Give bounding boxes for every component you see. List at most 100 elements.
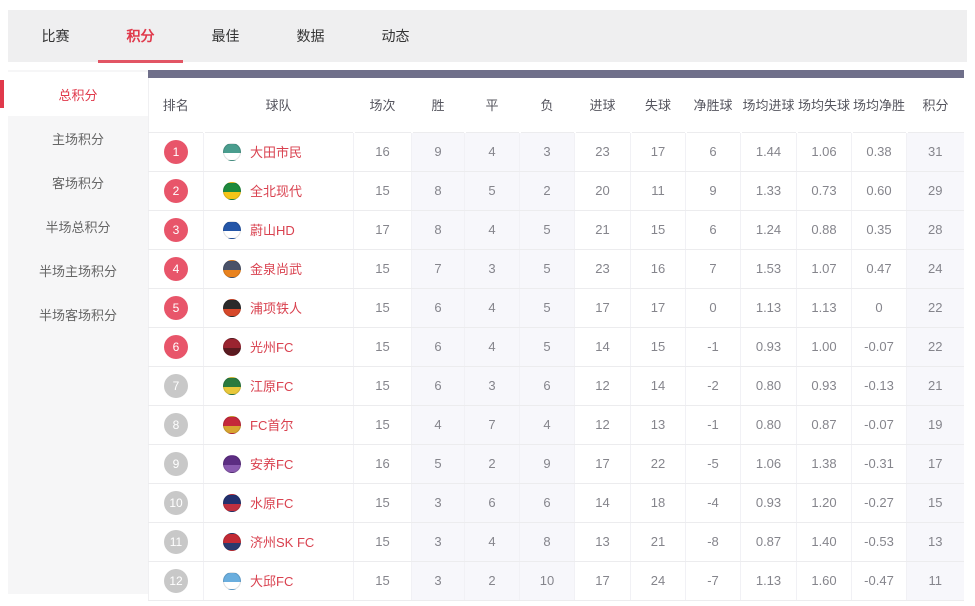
- stat-cell: 15: [353, 366, 412, 406]
- stat-cell: 8: [411, 210, 465, 250]
- stat-cell: 17: [574, 444, 631, 484]
- table-row[interactable]: 8 FC首尔 15 4 7 4 12 13 -1 0.80 0.87 -0.07 19: [148, 405, 964, 445]
- sidebar-item-5[interactable]: 半场主场积分: [8, 248, 148, 292]
- nav-tab-5[interactable]: 动态: [353, 10, 438, 62]
- team-name-link[interactable]: 金泉尚武: [250, 262, 303, 277]
- stat-cell: -0.31: [851, 444, 907, 484]
- stat-cell: 6: [411, 327, 465, 367]
- rank-badge: 3: [164, 217, 188, 242]
- jeonbuk-hyundai-crest: [223, 181, 241, 200]
- table-row[interactable]: 7 江原FC 15 6 3 6 12 14 -2 0.80 0.93 -0.13 21: [148, 366, 964, 406]
- team-name-link[interactable]: 光州FC: [250, 340, 294, 355]
- stat-cell: 9: [519, 444, 575, 484]
- stat-cell: 4: [464, 132, 520, 172]
- sidebar: 总积分 主场积分 客场积分 半场总积分 半场主场积分 半场客场积分: [0, 70, 148, 594]
- sidebar-item-label: 半场客场积分: [38, 307, 117, 323]
- nav-tab-label: 动态: [381, 28, 410, 44]
- column-header-8: 失球: [629, 70, 686, 133]
- active-item-indicator-bar: [0, 80, 4, 108]
- fc-seoul-crest: [223, 415, 241, 434]
- stat-cell: 23: [574, 249, 631, 289]
- table-row[interactable]: 11 济州SK FC 15 3 4 8 13 21 -8 0.87 1.40 -0.53 13: [148, 522, 964, 562]
- rank-cell: 7: [148, 366, 204, 406]
- stat-cell: -1: [685, 327, 741, 367]
- rank-badge: 5: [164, 295, 188, 320]
- team-name-link[interactable]: FC首尔: [250, 418, 294, 433]
- team-name-link[interactable]: 全北现代: [250, 184, 303, 199]
- nav-tab-label: 最佳: [211, 28, 240, 44]
- stat-cell: 3: [464, 249, 520, 289]
- team-cell: 大邱FC: [203, 561, 354, 601]
- stat-cell: 1.20: [796, 483, 852, 523]
- stat-cell: 0.47: [851, 249, 907, 289]
- stat-cell: 15: [353, 249, 412, 289]
- stat-cell: 15: [630, 210, 686, 250]
- stat-cell: 5: [411, 444, 465, 484]
- team-name-link[interactable]: 江原FC: [250, 379, 294, 394]
- table-row[interactable]: 12 大邱FC 15 3 2 10 17 24 -7 1.13 1.60 -0.47 11: [148, 561, 964, 601]
- nav-tab-4[interactable]: 数据: [268, 10, 353, 62]
- column-header-2: 球队: [202, 70, 354, 133]
- table-row[interactable]: 6 光州FC 15 6 4 5 14 15 -1 0.93 1.00 -0.07 22: [148, 327, 964, 367]
- stat-cell: 5: [519, 288, 575, 328]
- table-row[interactable]: 4 金泉尚武 15 7 3 5 23 16 7 1.53 1.07 0.47 24: [148, 249, 964, 289]
- table-row[interactable]: 3 蔚山HD 17 8 4 5 21 15 6 1.24 0.88 0.35 28: [148, 210, 964, 250]
- column-header-13: 积分: [905, 70, 964, 133]
- stat-cell: 15: [353, 405, 412, 445]
- stat-cell: -1: [685, 405, 741, 445]
- team-name-link[interactable]: 蔚山HD: [250, 223, 295, 238]
- table-row[interactable]: 9 安养FC 16 5 2 9 17 22 -5 1.06 1.38 -0.31 17: [148, 444, 964, 484]
- stat-cell: 24: [906, 249, 964, 289]
- stat-cell: 1.13: [740, 561, 797, 601]
- sidebar-item-3[interactable]: 客场积分: [8, 160, 148, 204]
- team-name-link[interactable]: 济州SK FC: [250, 535, 315, 550]
- stat-cell: 0.87: [740, 522, 797, 562]
- stat-cell: 3: [411, 522, 465, 562]
- stat-cell: 1.13: [796, 288, 852, 328]
- team-cell: 光州FC: [203, 327, 354, 367]
- rank-cell: 10: [148, 483, 204, 523]
- rank-cell: 12: [148, 561, 204, 601]
- team-cell: 济州SK FC: [203, 522, 354, 562]
- team-name-link[interactable]: 安养FC: [250, 457, 294, 472]
- team-name-link[interactable]: 大田市民: [250, 145, 303, 160]
- rank-cell: 3: [148, 210, 204, 250]
- stat-cell: -0.47: [851, 561, 907, 601]
- stat-cell: 11: [630, 171, 686, 211]
- nav-tab-2[interactable]: 积分: [98, 10, 183, 63]
- stat-cell: 6: [685, 132, 741, 172]
- gwangju-fc-crest: [223, 337, 241, 356]
- ulsan-hd-crest: [223, 220, 241, 239]
- table-row[interactable]: 10 水原FC 15 3 6 6 14 18 -4 0.93 1.20 -0.27 15: [148, 483, 964, 523]
- team-cell: 江原FC: [203, 366, 354, 406]
- stat-cell: 11: [906, 561, 964, 601]
- stat-cell: 21: [906, 366, 964, 406]
- team-name-link[interactable]: 浦项铁人: [250, 301, 303, 316]
- stat-cell: 0.38: [851, 132, 907, 172]
- sidebar-item-6[interactable]: 半场客场积分: [8, 292, 148, 336]
- daegu-fc-crest: [223, 571, 241, 590]
- stat-cell: 23: [574, 132, 631, 172]
- table-row[interactable]: 5 浦项铁人 15 6 4 5 17 17 0 1.13 1.13 0 22: [148, 288, 964, 328]
- stat-cell: 1.24: [740, 210, 797, 250]
- team-name-link[interactable]: 大邱FC: [250, 574, 294, 589]
- stat-cell: 1.13: [740, 288, 797, 328]
- stat-cell: 1.00: [796, 327, 852, 367]
- stat-cell: -0.13: [851, 366, 907, 406]
- team-name-link[interactable]: 水原FC: [250, 496, 294, 511]
- table-row[interactable]: 1 大田市民 16 9 4 3 23 17 6 1.44 1.06 0.38 31: [148, 132, 964, 172]
- table-row[interactable]: 2 全北现代 15 8 5 2 20 11 9 1.33 0.73 0.60 29: [148, 171, 964, 211]
- sidebar-item-2[interactable]: 主场积分: [8, 116, 148, 160]
- stat-cell: 12: [574, 366, 631, 406]
- stat-cell: 0.35: [851, 210, 907, 250]
- stat-cell: 18: [630, 483, 686, 523]
- nav-tab-3[interactable]: 最佳: [183, 10, 268, 62]
- team-cell: 金泉尚武: [203, 249, 354, 289]
- rank-badge: 9: [164, 451, 188, 476]
- table-header-row: 排名 球队 场次胜平负进球 失球 净胜球 场均进球 场均失球 场均净胜 积分: [148, 70, 964, 133]
- team-cell: 大田市民: [203, 132, 354, 172]
- stat-cell: 15: [353, 561, 412, 601]
- sidebar-item-1[interactable]: 总积分: [0, 72, 148, 116]
- nav-tab-1[interactable]: 比赛: [13, 10, 98, 62]
- sidebar-item-4[interactable]: 半场总积分: [8, 204, 148, 248]
